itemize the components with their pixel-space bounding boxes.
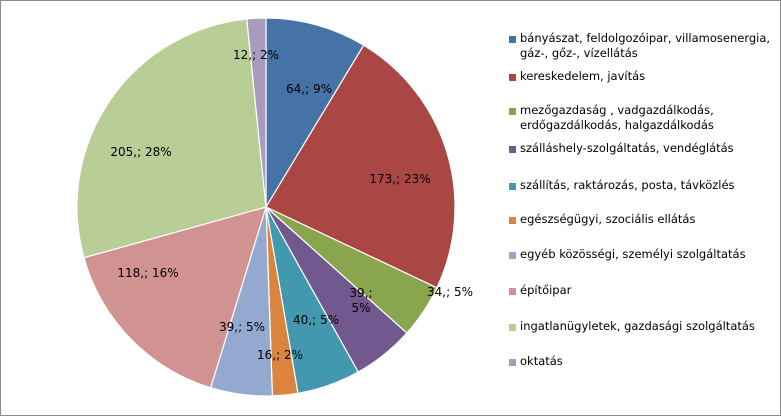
legend-label: szállítás, raktározás, posta, távközlés xyxy=(520,178,735,192)
legend-label: kereskedelem, javítás xyxy=(520,69,646,83)
legend-swatch xyxy=(509,146,516,153)
data-label: 173,; 23% xyxy=(369,172,430,186)
data-label: 12,; 2% xyxy=(233,48,279,62)
legend-swatch xyxy=(509,183,516,190)
pie-slice xyxy=(265,44,456,289)
pie-slice xyxy=(246,17,267,208)
legend-swatch xyxy=(509,36,516,43)
legend-label: mezőgazdaság , vadgazdálkodás, erdőgazdá… xyxy=(520,103,714,132)
legend-swatch xyxy=(509,359,516,366)
legend-item: bányászat, feldolgozóipar, villamosenerg… xyxy=(509,31,771,61)
legend-label: ingatlanügyletek, gazdasági szolgáltatás xyxy=(520,319,755,333)
legend-label: egészségügyi, szociális ellátás xyxy=(520,212,696,226)
legend-label: bányászat, feldolgozóipar, villamosenerg… xyxy=(520,31,771,60)
legend-item: építőipar xyxy=(509,283,571,298)
legend-label: oktatás xyxy=(520,354,563,368)
legend-label: építőipar xyxy=(520,283,572,297)
legend-item: egészségügyi, szociális ellátás xyxy=(509,212,695,227)
data-label: 16,; 2% xyxy=(257,348,303,362)
pie-slice xyxy=(265,17,365,210)
data-label: 64,; 9% xyxy=(286,82,332,96)
legend-item: kereskedelem, javítás xyxy=(509,69,645,84)
legend-item: szálláshely-szolgáltatás, vendéglátás xyxy=(509,141,734,156)
legend-swatch xyxy=(509,288,516,295)
legend-swatch xyxy=(509,252,516,259)
legend-label: szálláshely-szolgáltatás, vendéglátás xyxy=(520,141,734,155)
data-label: 34,; 5% xyxy=(427,285,473,299)
data-label: 39,; 5% xyxy=(349,286,372,315)
pie-slice xyxy=(76,18,267,259)
legend-item: szállítás, raktározás, posta, távközlés xyxy=(509,178,735,193)
legend-item: ingatlanügyletek, gazdasági szolgáltatás xyxy=(509,319,755,334)
data-label: 39,; 5% xyxy=(219,320,265,334)
legend-item: mezőgazdaság , vadgazdálkodás, erdőgazdá… xyxy=(509,103,771,133)
pie-slice xyxy=(83,206,267,389)
legend-item: egyéb közösségi, személyi szolgáltatás xyxy=(509,247,746,262)
data-label: 205,; 28% xyxy=(110,145,171,159)
legend-item: oktatás xyxy=(509,354,563,369)
legend-label: egyéb közösségi, személyi szolgáltatás xyxy=(520,247,746,261)
legend-swatch xyxy=(509,217,516,224)
data-label: 40,; 5% xyxy=(293,313,339,327)
legend-swatch xyxy=(509,108,516,115)
legend-swatch xyxy=(509,324,516,331)
data-label: 118,; 16% xyxy=(117,266,178,280)
legend-swatch xyxy=(509,74,516,81)
